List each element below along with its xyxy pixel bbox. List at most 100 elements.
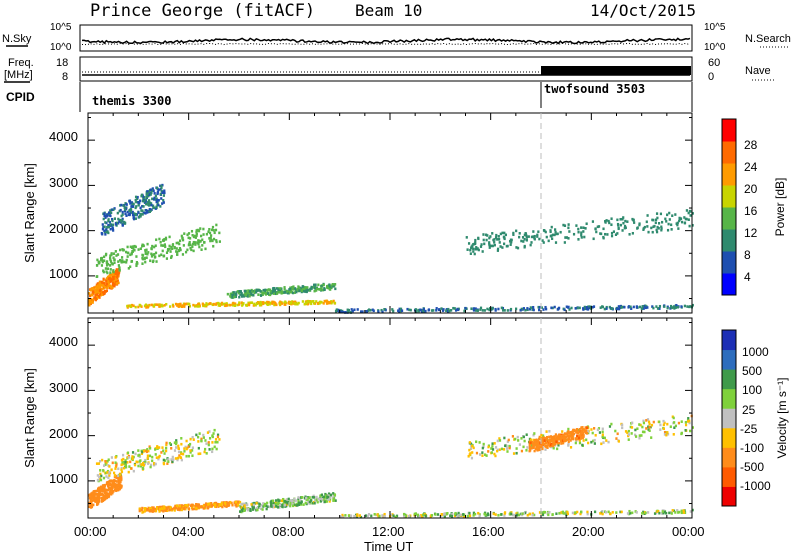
heatmap-cell xyxy=(289,499,293,502)
heatmap-cell xyxy=(175,241,178,245)
heatmap-cell xyxy=(156,303,160,307)
heatmap-cell xyxy=(276,505,280,509)
heatmap-cell xyxy=(577,227,580,231)
heatmap-cell xyxy=(509,307,513,311)
heatmap-cell xyxy=(573,429,576,433)
heatmap-cell xyxy=(659,423,662,427)
heatmap-cell xyxy=(263,502,267,506)
heatmap-cell xyxy=(137,464,140,468)
heatmap-cell xyxy=(450,514,454,518)
heatmap-cell xyxy=(212,237,216,241)
heatmap-cell xyxy=(585,429,588,432)
heatmap-cell xyxy=(171,303,175,307)
heatmap-cell xyxy=(105,461,108,465)
heatmap-cell xyxy=(202,233,205,236)
heatmap-cell xyxy=(475,246,478,249)
heatmap-cell xyxy=(118,258,122,262)
heatmap-cell xyxy=(255,501,258,505)
xtick-0000: 00:00 xyxy=(74,524,107,539)
heatmap-cell xyxy=(435,309,438,312)
heatmap-cell xyxy=(533,513,536,517)
heatmap-cell xyxy=(543,442,546,446)
heatmap-cell xyxy=(541,513,545,517)
heatmap-cell xyxy=(568,230,571,233)
heatmap-cell xyxy=(172,458,175,461)
heatmap-cell xyxy=(88,301,91,305)
heatmap-cell xyxy=(545,442,548,445)
heatmap-cell xyxy=(592,439,595,443)
heatmap-cell xyxy=(332,497,335,501)
heatmap-cell xyxy=(281,497,285,501)
heatmap-cell xyxy=(285,290,289,293)
heatmap-cell xyxy=(173,246,176,250)
heatmap-cell xyxy=(550,225,553,229)
heatmap-cell xyxy=(635,511,638,514)
heatmap-cell xyxy=(115,254,118,257)
heatmap-cell xyxy=(127,304,130,308)
heatmap-cell xyxy=(520,239,523,243)
heatmap-cell xyxy=(298,289,301,292)
heatmap-cell xyxy=(501,309,505,312)
heatmap-cell xyxy=(218,231,221,235)
heatmap-cell xyxy=(133,212,136,215)
heatmap-cell xyxy=(686,305,689,308)
heatmap-cell xyxy=(329,301,332,304)
heatmap-cell xyxy=(518,443,522,446)
heatmap-cell xyxy=(214,438,218,441)
heatmap-cell xyxy=(561,510,564,514)
heatmap-cell xyxy=(163,243,166,246)
heatmap-cell xyxy=(526,513,529,517)
heatmap-cell xyxy=(267,292,270,295)
heatmap-cell xyxy=(108,274,112,277)
heatmap-cell xyxy=(631,217,634,221)
heatmap-cell xyxy=(610,234,614,238)
heatmap-cell xyxy=(177,450,181,454)
heatmap-cell xyxy=(306,289,309,292)
heatmap-cell xyxy=(494,309,497,312)
heatmap-cell xyxy=(358,514,361,517)
heatmap-cell xyxy=(97,495,100,498)
heatmap-cell xyxy=(215,239,218,242)
heatmap-cell xyxy=(258,303,262,307)
heatmap-cell xyxy=(230,501,233,505)
heatmap-cell xyxy=(656,225,659,229)
heatmap-cell xyxy=(569,434,572,438)
power-colorbar-label: Power [dB] xyxy=(773,178,787,237)
heatmap-cell xyxy=(585,222,588,226)
heatmap-cell xyxy=(356,514,359,517)
heatmap-cell xyxy=(138,460,141,463)
heatmap-cell xyxy=(376,513,379,516)
heatmap-cell xyxy=(225,304,229,307)
heatmap-cell xyxy=(349,516,352,519)
heatmap-cell xyxy=(162,449,165,453)
heatmap-cell xyxy=(315,287,319,291)
heatmap-cell xyxy=(100,264,104,267)
heatmap-cell xyxy=(581,431,584,435)
heatmap-cell xyxy=(239,510,242,513)
heatmap-cell xyxy=(500,447,504,451)
heatmap-cell xyxy=(291,288,294,291)
heatmap-cell xyxy=(454,512,457,516)
heatmap-cell xyxy=(317,497,320,501)
heatmap-cell xyxy=(259,300,262,304)
heatmap-cell xyxy=(241,509,244,513)
heatmap-cell xyxy=(202,507,205,510)
heatmap-cell xyxy=(588,306,591,310)
heatmap-cell xyxy=(666,432,670,436)
heatmap-cell xyxy=(477,248,480,252)
heatmap-cell xyxy=(593,442,596,445)
heatmap-cell xyxy=(154,207,157,210)
heatmap-cell xyxy=(545,444,549,448)
station-title: Prince George (fitACF) xyxy=(90,1,315,21)
heatmap-cell xyxy=(292,501,295,505)
heatmap-cell xyxy=(494,513,497,516)
heatmap-cell xyxy=(687,211,690,215)
heatmap-cell xyxy=(538,305,541,309)
heatmap-cell xyxy=(109,264,112,267)
heatmap-cell xyxy=(526,308,529,312)
heatmap-cell xyxy=(109,479,112,483)
heatmap-cell xyxy=(169,305,172,308)
heatmap-cell xyxy=(497,238,501,241)
heatmap-cell xyxy=(159,205,162,208)
heatmap-cell xyxy=(653,512,657,515)
